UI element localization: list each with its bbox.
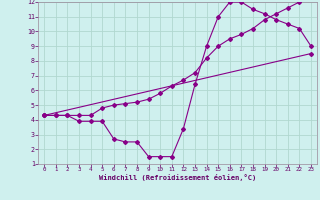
X-axis label: Windchill (Refroidissement éolien,°C): Windchill (Refroidissement éolien,°C) [99,174,256,181]
